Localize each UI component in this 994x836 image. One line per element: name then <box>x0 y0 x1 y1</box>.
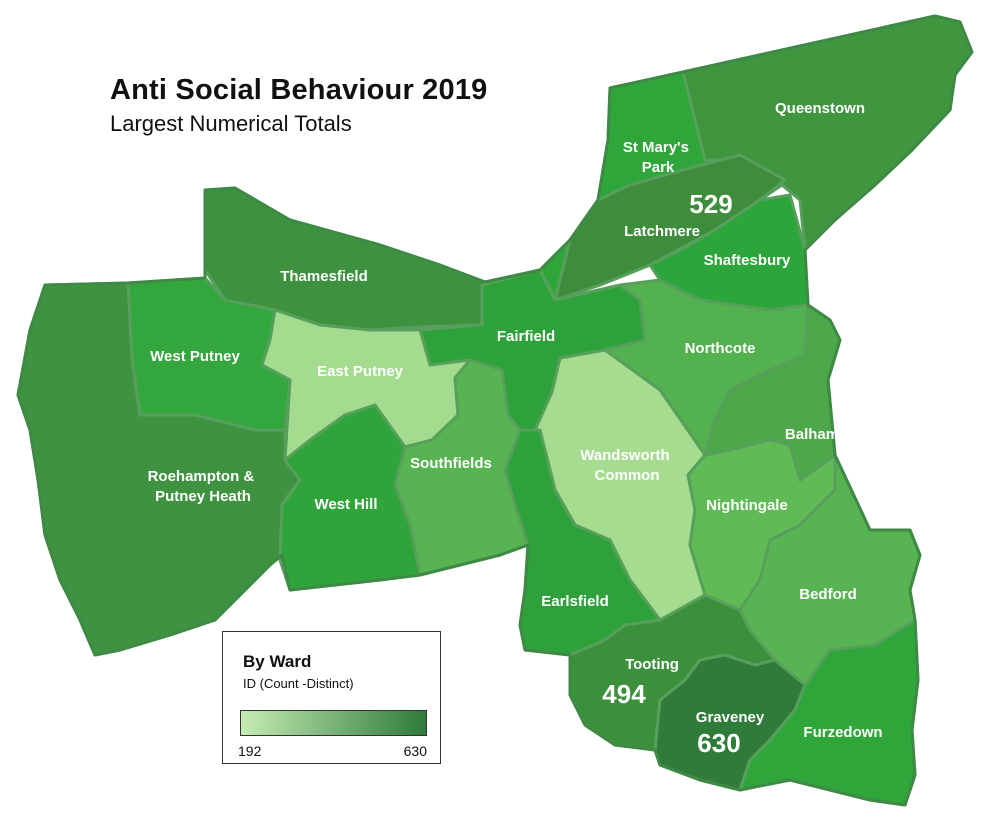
ward-value-tooting: 494 <box>602 679 646 709</box>
map-title: Anti Social Behaviour 2019 <box>110 74 488 106</box>
title-block: Anti Social Behaviour 2019 Largest Numer… <box>110 74 488 137</box>
ward-label-latchmere: Latchmere <box>624 223 700 240</box>
ward-label-shaftesbury: Shaftesbury <box>704 252 791 269</box>
ward-label-roehampton: Roehampton & Putney Heath <box>148 468 259 505</box>
ward-label-st-marys-park: St Mary's Park <box>623 139 693 176</box>
ward-value-graveney: 630 <box>697 728 740 758</box>
ward-label-wandsworth-common: Wandsworth Common <box>580 447 674 484</box>
legend: By Ward ID (Count -Distinct) 192 630 <box>222 631 441 764</box>
legend-gradient-bar <box>240 710 427 736</box>
ward-label-nightingale: Nightingale <box>706 497 788 514</box>
legend-max-label: 630 <box>403 743 427 759</box>
ward-label-bedford: Bedford <box>799 586 857 603</box>
ward-label-east-putney: East Putney <box>317 363 404 380</box>
ward-label-thamesfield: Thamesfield <box>280 268 368 285</box>
map-subtitle: Largest Numerical Totals <box>110 111 352 136</box>
borough-outline <box>16 14 974 807</box>
ward-label-tooting: Tooting <box>625 656 679 673</box>
ward-label-west-hill: West Hill <box>314 496 377 513</box>
ward-label-northcote: Northcote <box>685 340 756 357</box>
ward-label-balham: Balham <box>785 426 839 443</box>
ward-label-west-putney: West Putney <box>150 348 240 365</box>
legend-subtitle: ID (Count -Distinct) <box>243 676 354 691</box>
ward-label-earlsfield: Earlsfield <box>541 593 609 610</box>
ward-label-queenstown: Queenstown <box>775 100 865 117</box>
legend-title: By Ward <box>243 652 312 671</box>
ward-label-southfields: Southfields <box>410 455 492 472</box>
ward-label-fairfield: Fairfield <box>497 328 555 345</box>
ward-label-graveney: Graveney <box>696 709 765 726</box>
ward-value-latchmere: 529 <box>689 189 732 219</box>
ward-label-furzedown: Furzedown <box>803 724 882 741</box>
legend-min-label: 192 <box>238 743 262 759</box>
